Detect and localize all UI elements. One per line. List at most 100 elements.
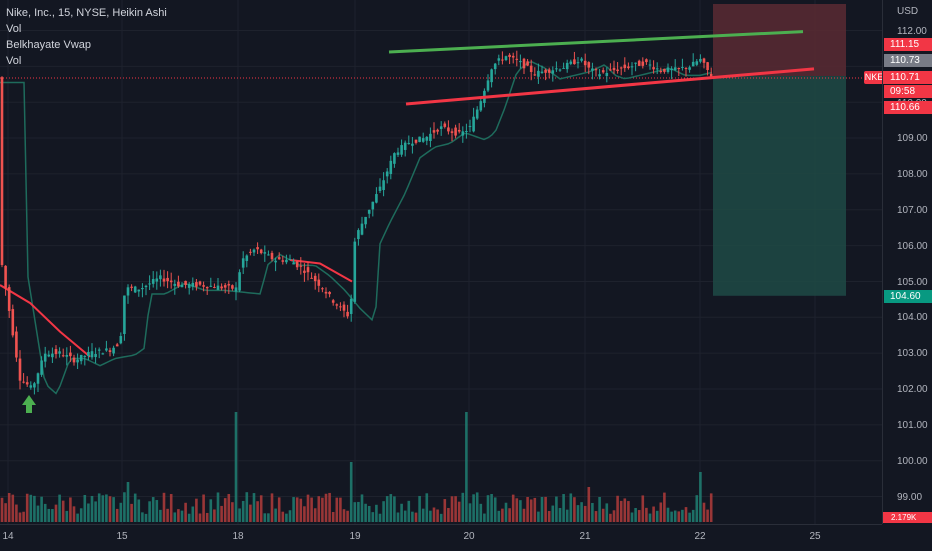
candle-body (306, 267, 310, 273)
candle-body (328, 291, 331, 295)
candle-body (119, 336, 123, 344)
candle-body (414, 139, 418, 143)
volume-bar (223, 498, 227, 522)
up-arrow-icon (22, 395, 36, 413)
volume-bar (425, 493, 429, 522)
candlestick-chart[interactable] (0, 0, 882, 524)
volume-bar (454, 496, 457, 522)
candle-body (677, 68, 681, 70)
volume-bar (558, 508, 562, 522)
candle-body (202, 285, 205, 287)
candle-body (15, 331, 18, 358)
volume-bar (72, 506, 76, 522)
volume-bar (317, 496, 321, 522)
candle-body (605, 72, 609, 76)
candle-body (259, 249, 263, 254)
candle-body (76, 359, 79, 363)
volume-bar (33, 495, 36, 522)
candle-body (598, 74, 601, 77)
chart-area[interactable]: Nike, Inc., 15, NYSE, Heikin Ashi Vol Be… (0, 0, 884, 524)
volume-bar (220, 505, 223, 522)
volume-bar (155, 500, 159, 522)
price-tick: 104.00 (897, 312, 928, 323)
volume-bar (331, 511, 335, 522)
volume-bar (580, 502, 583, 522)
candle-body (238, 272, 241, 291)
candle-body (346, 311, 349, 317)
volume-bar (612, 510, 616, 522)
candle-body (335, 304, 339, 306)
volume-bar (486, 495, 490, 522)
volume-bar (54, 504, 58, 522)
candle-body (709, 73, 713, 78)
volume-bar (184, 502, 187, 522)
volume-bar (591, 502, 594, 522)
volume-bar (547, 511, 551, 522)
candle-body (324, 291, 328, 294)
volume-bar (310, 497, 313, 522)
candle-body (79, 354, 83, 362)
trend-lines[interactable] (388, 30, 815, 106)
volume-bar (252, 493, 256, 522)
volume-bar (65, 510, 69, 522)
volume-bar (339, 497, 342, 522)
volume-bar (573, 497, 576, 522)
volume-bar (447, 507, 450, 522)
volume-bar (285, 513, 288, 522)
candle-body (83, 355, 87, 357)
volume-bar (263, 513, 267, 522)
candle-body (533, 74, 537, 76)
candle-body (364, 216, 367, 225)
volume-bar (659, 502, 663, 522)
candle-body (443, 123, 447, 127)
volume-bar (61, 500, 65, 522)
candle-body (349, 298, 353, 314)
position-zones[interactable] (0, 4, 882, 296)
price-scale[interactable]: USD 112.00 110.00 109.00 108.00 107.00 1… (882, 0, 932, 524)
volume-bar (11, 494, 15, 522)
price-tick: 105.00 (897, 277, 928, 288)
time-scale[interactable]: 14 15 18 19 20 21 22 25 (0, 524, 882, 551)
volume-bar (137, 499, 141, 522)
candle-body (645, 59, 648, 63)
candle-body (490, 69, 493, 83)
volume-bar (400, 503, 403, 522)
candle-body (432, 130, 436, 133)
candle-body (580, 58, 583, 61)
candle-body (666, 67, 670, 72)
symbol-tag: NKE (864, 71, 884, 84)
candle-body (25, 382, 29, 385)
candle-body (465, 130, 468, 132)
candle-body (187, 284, 191, 288)
candle-body (313, 275, 317, 282)
volume-bar (663, 492, 666, 522)
volume-bar (627, 501, 630, 522)
candle-body (418, 136, 421, 143)
candle-body (169, 280, 173, 283)
candle-body (641, 61, 645, 66)
candle-body (87, 351, 90, 357)
legend-vwap: Belkhayate Vwap (6, 39, 91, 51)
currency-label[interactable]: USD (897, 6, 919, 17)
volume-bar (385, 496, 389, 522)
volume-bar (187, 513, 191, 522)
volume-bar (702, 502, 706, 522)
candle-body (43, 353, 47, 362)
candle-body (245, 255, 249, 261)
candle-body (0, 77, 4, 265)
volume-bar (321, 497, 324, 522)
volume-bar (619, 500, 623, 522)
volume-bar (353, 502, 357, 522)
candle-body (7, 287, 11, 311)
price-tick: 108.00 (897, 169, 928, 180)
volume-bar (443, 499, 447, 522)
volume-bar (493, 497, 497, 522)
candle-body (94, 354, 97, 358)
volume-bar (695, 495, 699, 522)
price-tick: 112.00 (897, 26, 927, 37)
candle-body (29, 385, 33, 388)
volume-bar (288, 510, 292, 522)
volume-bar (234, 412, 238, 522)
candle-body (684, 67, 688, 69)
volume-bar (126, 482, 130, 522)
